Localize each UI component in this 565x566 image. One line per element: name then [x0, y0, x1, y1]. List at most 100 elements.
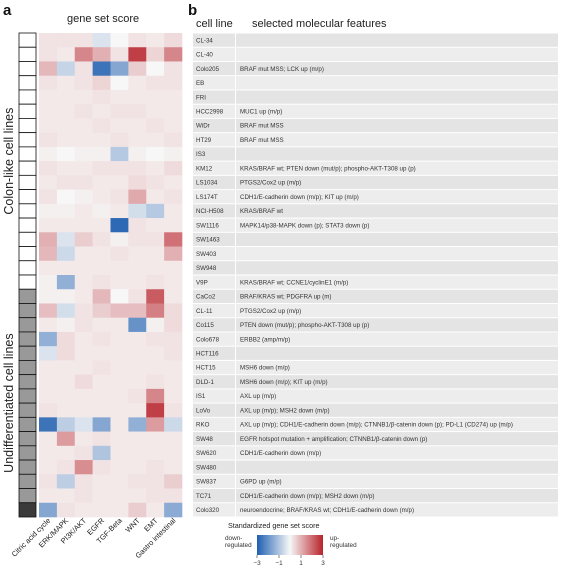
heatmap-cell — [164, 388, 183, 404]
heatmap-cell — [56, 175, 76, 190]
heatmap-cell — [110, 360, 129, 375]
cell-line-cell-bg — [193, 47, 235, 61]
heatmap-cell — [92, 303, 111, 319]
cell-line-name: SW480 — [196, 464, 217, 471]
cell-line-cell-bg — [193, 275, 235, 289]
group-cell — [18, 75, 37, 91]
heatmap-cell — [92, 75, 111, 91]
heatmap-cell — [56, 388, 76, 404]
heatmap-cell — [164, 317, 183, 333]
molecular-features: MAPK14/p38-MAPK down (p); STAT3 down (p) — [240, 222, 369, 229]
heatmap-cell — [39, 161, 58, 176]
heatmap-cell — [92, 104, 111, 119]
heatmap-cell — [164, 33, 183, 48]
heatmap-cell — [56, 488, 76, 504]
cell-line-cell-bg — [193, 175, 235, 190]
heatmap-cell — [74, 33, 93, 48]
heatmap-cell — [56, 275, 76, 290]
heatmap-cell — [110, 118, 129, 133]
table-row: KM12 KRAS/BRAF wt; PTEN down (mut/p); pho… — [193, 161, 558, 175]
heatmap-cell — [128, 33, 147, 48]
heatmap-cell — [39, 502, 58, 518]
features-cell-bg — [236, 175, 558, 190]
heatmap — [39, 33, 183, 518]
cell-line-cell-bg — [193, 346, 235, 360]
heatmap-cell — [74, 175, 93, 190]
group-cell — [18, 402, 37, 418]
heatmap-cell — [164, 146, 183, 162]
heatmap-cell — [164, 488, 183, 504]
heatmap-cell — [128, 132, 147, 148]
heatmap-cell — [128, 189, 147, 205]
heatmap-cell — [74, 360, 93, 375]
heatmap-cell — [56, 303, 76, 319]
heatmap-cell — [39, 360, 58, 375]
group-cell — [18, 431, 37, 447]
table-row: Colo320 neuroendocrine; BRAF/KRAS wt; CDH… — [193, 503, 558, 517]
heatmap-cell — [56, 189, 76, 205]
heatmap-cell — [92, 33, 111, 48]
group-cell — [18, 445, 37, 461]
group-cell — [18, 61, 37, 77]
heatmap-cell — [146, 388, 165, 404]
heatmap-cell — [92, 218, 111, 233]
panel-a-letter: a — [3, 2, 12, 19]
table-row: SW403 — [193, 247, 558, 261]
group-cell — [18, 303, 37, 319]
heatmap-cell — [56, 246, 76, 262]
heatmap-cell — [128, 161, 147, 176]
heatmap-cell — [74, 118, 93, 133]
heatmap-cell — [92, 161, 111, 176]
table-row: SW837 G6PD up (m/p) — [193, 474, 558, 489]
heatmap-cell — [92, 460, 111, 475]
heatmap-cell — [128, 175, 147, 190]
group-cell — [18, 231, 37, 247]
molecular-features: BRAF mut MSS — [240, 123, 284, 130]
cell-line-name: V9P — [196, 279, 208, 286]
heatmap-cell — [110, 289, 129, 304]
heatmap-cell — [146, 431, 165, 447]
heatmap-cell — [128, 61, 147, 77]
cell-line-cell-bg — [193, 118, 235, 133]
heatmap-cell — [92, 388, 111, 404]
cell-line-name: SW620 — [196, 450, 217, 457]
heatmap-cell — [110, 232, 129, 247]
heatmap-cell — [146, 203, 165, 219]
heatmap-cell — [39, 203, 58, 219]
heatmap-cell — [74, 417, 93, 432]
heatmap-cell — [39, 33, 58, 48]
heatmap-cell — [56, 161, 76, 176]
heatmap-cell — [128, 232, 147, 247]
heatmap-cell — [92, 474, 111, 489]
heatmap-cell — [110, 488, 129, 504]
heatmap-cell — [74, 104, 93, 119]
molecular-features: PTEN down (mut/p); phospho-AKT-T308 up (… — [240, 322, 369, 329]
heatmap-cell — [74, 232, 93, 247]
heatmap-cell — [39, 189, 58, 205]
group-cell — [18, 246, 37, 262]
heatmap-cell — [164, 175, 183, 190]
heatmap-cell — [92, 246, 111, 262]
features-cell-bg — [236, 417, 558, 432]
heatmap-cell — [146, 374, 165, 390]
heatmap-cell — [74, 346, 93, 361]
heatmap-cell — [74, 303, 93, 319]
heatmap-cell — [128, 118, 147, 133]
legend-high-label: up-regulated — [330, 535, 357, 549]
group-cell — [18, 473, 37, 489]
heatmap-cell — [56, 331, 76, 347]
heatmap-cell — [92, 132, 111, 148]
heatmap-cell — [56, 218, 76, 233]
features-header: selected molecular features — [252, 18, 387, 30]
heatmap-cell — [110, 445, 129, 461]
heatmap-cell — [128, 474, 147, 489]
molecular-features: AXL up (m/p) — [240, 393, 276, 400]
heatmap-cell — [74, 445, 93, 461]
cell-line-name: HCT116 — [196, 350, 219, 357]
features-cell-bg — [236, 204, 558, 218]
cell-line-name: RKO — [196, 422, 210, 429]
heatmap-cell — [74, 488, 93, 504]
heatmap-cell — [146, 488, 165, 504]
heatmap-cell — [110, 203, 129, 219]
table-row: HCT15 MSH6 down (m/p) — [193, 360, 558, 375]
